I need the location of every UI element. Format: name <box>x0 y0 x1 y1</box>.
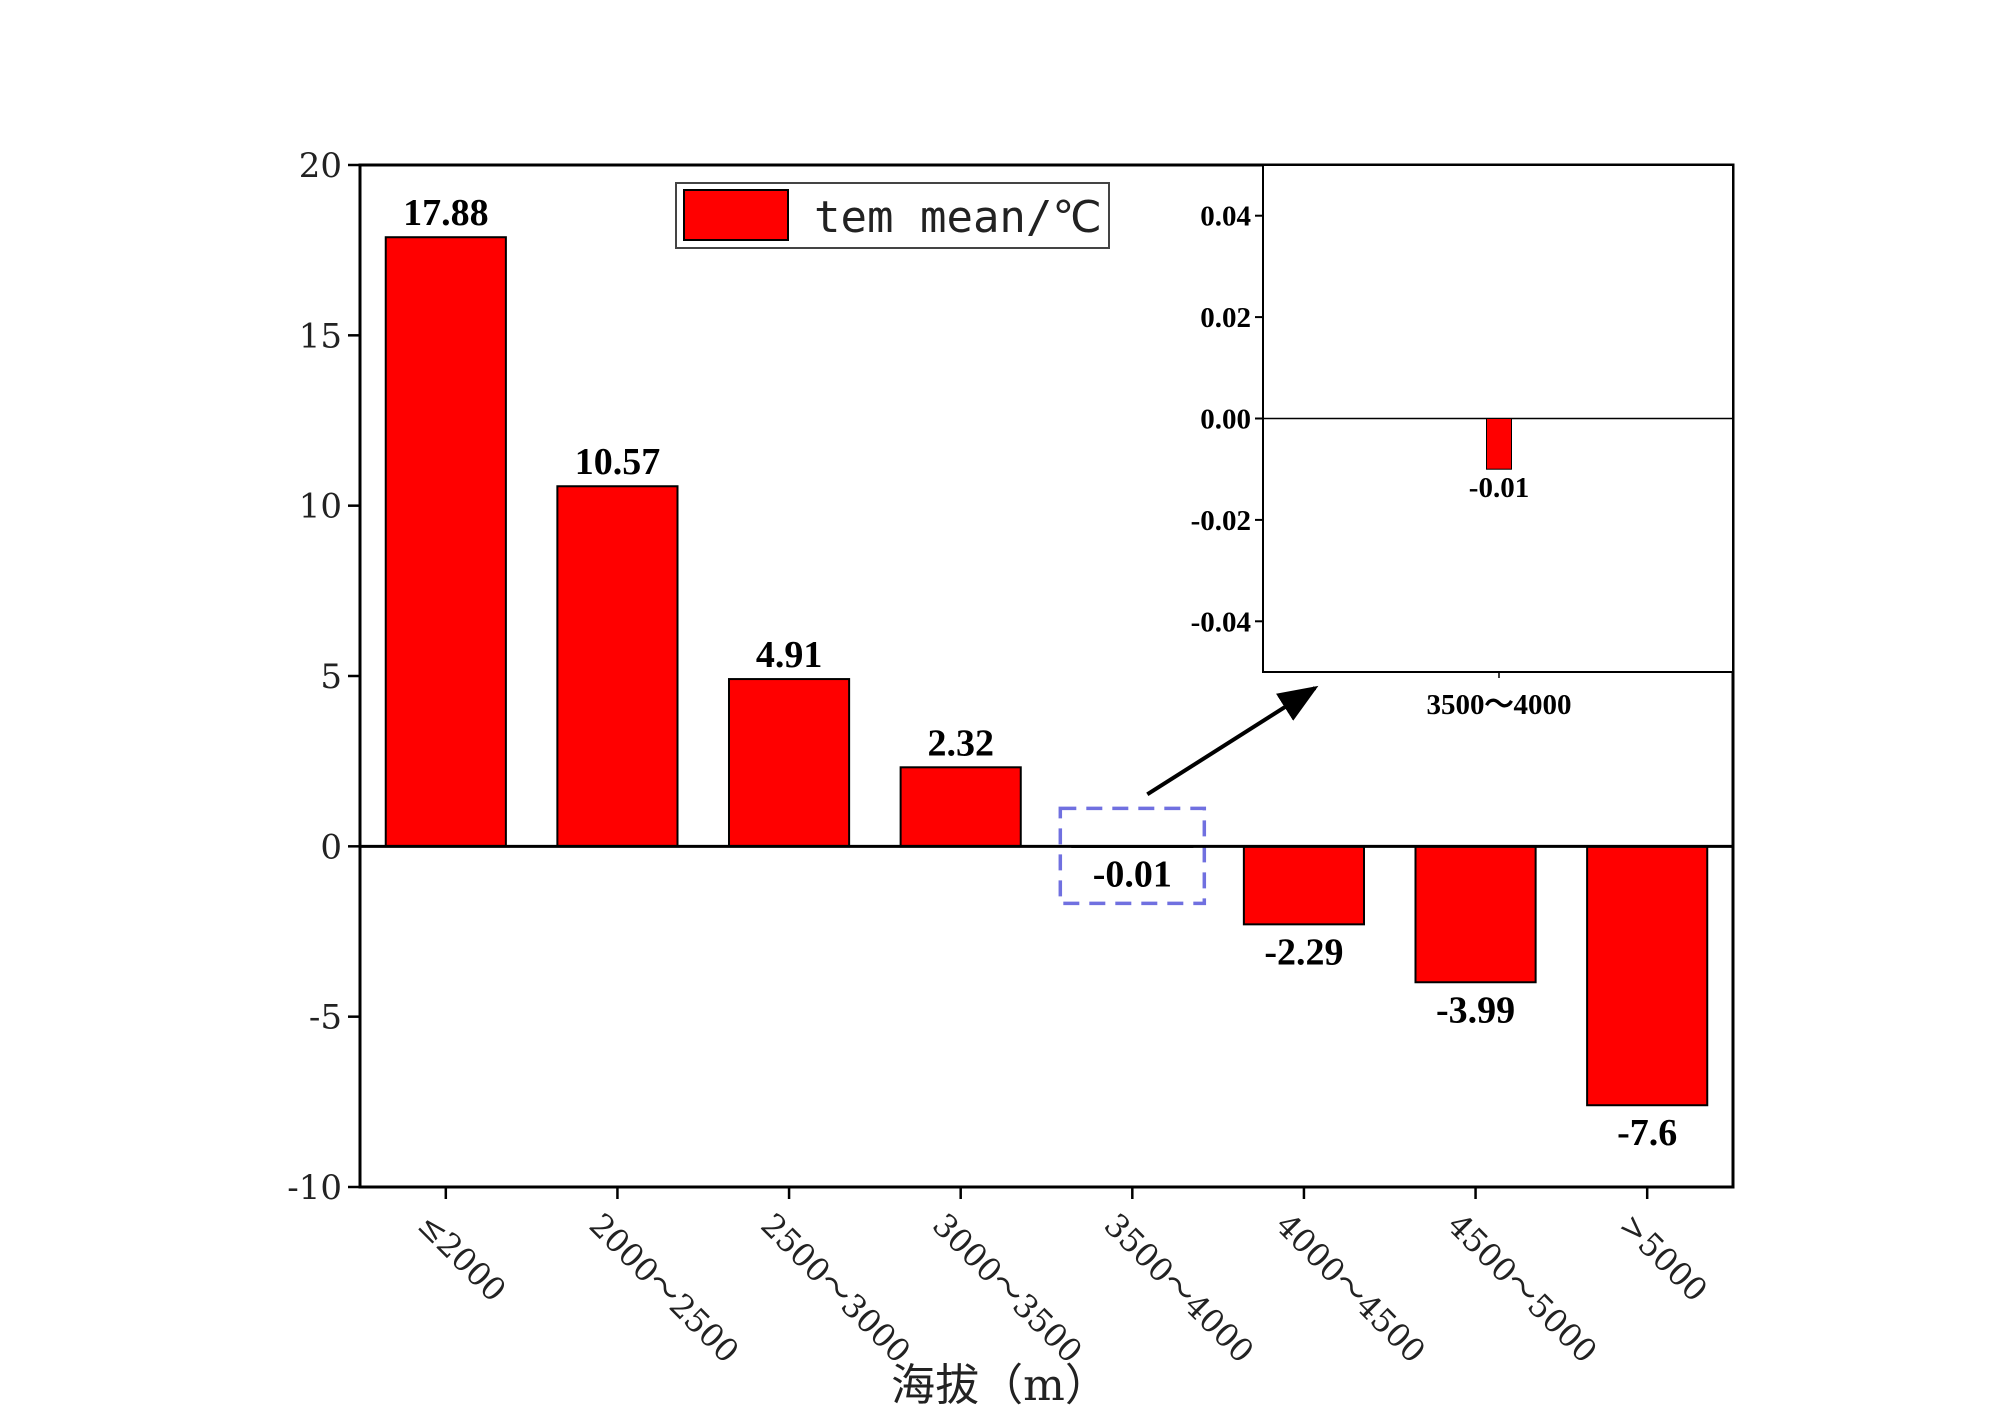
x-tick-label-6: 4500～5000 <box>1440 1206 1605 1371</box>
value-label-7: -7.6 <box>1617 1112 1677 1154</box>
x-axis-label: 海拔（m） <box>891 1360 1109 1411</box>
bar-5 <box>1242 845 1366 926</box>
y-tick-label-0: 20 <box>299 146 342 186</box>
y-tick-label-1: 15 <box>299 316 342 356</box>
x-tick-label-4: 3500～4000 <box>1097 1206 1262 1371</box>
bar-6 <box>1414 845 1537 984</box>
bar-2 <box>727 678 851 848</box>
inset-y-tick-label-4: -0.04 <box>1191 606 1251 638</box>
value-label-2: 4.91 <box>756 634 823 676</box>
value-label-3: 2.32 <box>927 722 994 764</box>
x-tick-label-3: 3000～3500 <box>925 1206 1090 1371</box>
inset-y-tick-label-2: 0.00 <box>1200 404 1251 436</box>
value-label-0: 17.88 <box>403 192 489 234</box>
x-tick-label-5: 4000～4500 <box>1268 1206 1433 1371</box>
highlight-box <box>1058 806 1207 906</box>
legend-swatch <box>683 189 789 241</box>
y-tick-label-5: -5 <box>309 998 342 1038</box>
y-tick-label-6: -10 <box>287 1168 342 1208</box>
legend-label: tem mean/℃ <box>814 192 1102 243</box>
inset-y-tick-label-1: 0.02 <box>1200 302 1251 334</box>
x-tick-label-1: 2000～2500 <box>582 1206 747 1371</box>
value-label-6: -3.99 <box>1436 989 1515 1031</box>
bar-3 <box>899 766 1022 848</box>
y-tick-label-3: 5 <box>320 657 342 697</box>
inset-y-tick-label-0: 0.04 <box>1200 201 1251 233</box>
bar-0 <box>384 236 507 848</box>
inset-bar-0 <box>1486 418 1512 470</box>
inset-y-tick-label-3: -0.02 <box>1191 505 1251 537</box>
x-tick-label-2: 2500～3000 <box>753 1206 918 1371</box>
x-tick-label-7: >5000 <box>1612 1206 1715 1309</box>
x-tick-label-0: ≤2000 <box>410 1206 513 1309</box>
value-label-4: -0.01 <box>1093 854 1172 896</box>
zoom-arrow <box>1146 685 1319 797</box>
y-tick-label-4: 0 <box>320 827 342 867</box>
inset-plot-area: 0.04 0.02 0.00 -0.02 -0.04 -0.01 3500～4000 <box>1191 164 1734 721</box>
bar-7 <box>1586 845 1709 1107</box>
inset-x-tick-label-0: 3500～4000 <box>1426 689 1571 721</box>
value-label-1: 10.57 <box>575 441 661 483</box>
inset-value-label-0: -0.01 <box>1469 472 1529 504</box>
y-tick-label-2: 10 <box>299 487 342 527</box>
bar-1 <box>556 485 679 848</box>
value-label-5: -2.29 <box>1264 931 1343 973</box>
legend: tem mean/℃ <box>675 182 1110 249</box>
